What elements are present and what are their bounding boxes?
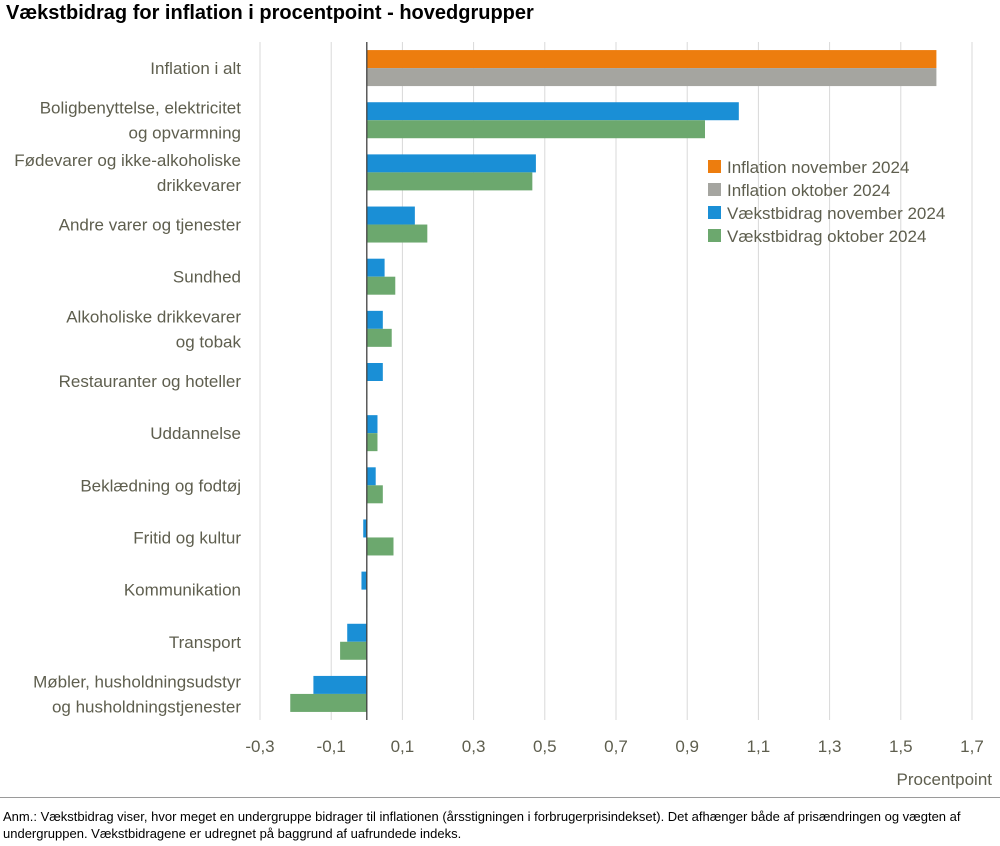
category-label: Transport bbox=[169, 633, 241, 652]
bar-v-kstbidrag-november-2024-11 bbox=[347, 623, 367, 642]
x-tick-label: 0,1 bbox=[391, 737, 415, 756]
category-label: Kommunikation bbox=[124, 581, 241, 600]
category-label: drikkevarer bbox=[157, 176, 241, 195]
bar-v-kstbidrag-november-2024-7 bbox=[366, 415, 378, 434]
x-tick-label: 1,7 bbox=[960, 737, 984, 756]
legend-label: Vækstbidrag oktober 2024 bbox=[727, 227, 926, 246]
x-tick-label: 0,7 bbox=[604, 737, 628, 756]
bar-v-kstbidrag-oktober-2024-9 bbox=[366, 537, 394, 556]
bar-v-kstbidrag-november-2024-9 bbox=[363, 519, 367, 538]
category-label: Beklædning og fodtøj bbox=[80, 476, 241, 495]
bar-v-kstbidrag-oktober-2024-8 bbox=[366, 485, 383, 504]
legend-label: Inflation oktober 2024 bbox=[727, 181, 891, 200]
footnote: Anm.: Vækstbidrag viser, hvor meget en u… bbox=[3, 809, 961, 841]
x-tick-label: 1,5 bbox=[889, 737, 913, 756]
category-label: og opvarmning bbox=[129, 124, 241, 143]
category-label: Alkoholiske drikkevarer bbox=[66, 307, 241, 326]
bar-v-kstbidrag-oktober-2024-11 bbox=[340, 641, 367, 660]
bar-v-kstbidrag-oktober-2024-3 bbox=[366, 224, 428, 243]
legend-label: Inflation november 2024 bbox=[727, 158, 909, 177]
legend-swatch bbox=[708, 183, 721, 196]
x-tick-label: 1,3 bbox=[818, 737, 842, 756]
bar-v-kstbidrag-oktober-2024-1 bbox=[366, 120, 705, 139]
bar-v-kstbidrag-november-2024-12 bbox=[313, 675, 367, 694]
category-label: Restauranter og hoteller bbox=[59, 372, 242, 391]
x-tick-label: -0,3 bbox=[245, 737, 274, 756]
gridlines bbox=[259, 42, 973, 720]
bars bbox=[290, 50, 937, 712]
category-label: Sundhed bbox=[173, 268, 241, 287]
legend-label: Vækstbidrag november 2024 bbox=[727, 204, 945, 223]
bar-v-kstbidrag-november-2024-10 bbox=[361, 571, 367, 590]
bar-v-kstbidrag-oktober-2024-2 bbox=[366, 172, 533, 191]
x-tick-labels: -0,3 -0,1 0,1 0,3 0,5 0,7 0,9 1,1 1,3 1,5 1,7 bbox=[245, 737, 983, 756]
category-label: og tobak bbox=[176, 332, 242, 351]
bar-v-kstbidrag-november-2024-4 bbox=[366, 258, 385, 277]
x-tick-label: 0,9 bbox=[675, 737, 699, 756]
category-label: Fritid og kultur bbox=[133, 528, 241, 547]
note-divider bbox=[0, 797, 1000, 798]
bar-chart: Inflation i alt Boligbenyttelse, elektric… bbox=[14, 42, 993, 789]
bar-v-kstbidrag-november-2024-6 bbox=[366, 363, 383, 381]
bar-inflation-november-2024-0 bbox=[366, 50, 937, 69]
category-label: og husholdningstjenester bbox=[52, 697, 241, 716]
x-tick-label: -0,1 bbox=[317, 737, 346, 756]
bar-v-kstbidrag-november-2024-3 bbox=[366, 206, 415, 225]
legend-swatch bbox=[708, 206, 721, 219]
bar-v-kstbidrag-november-2024-1 bbox=[366, 102, 739, 121]
bar-v-kstbidrag-november-2024-5 bbox=[366, 310, 383, 329]
category-label: Møbler, husholdningsudstyr bbox=[33, 672, 241, 691]
legend: Inflation november 2024 Inflation oktober… bbox=[708, 158, 945, 246]
category-label: Uddannelse bbox=[150, 424, 241, 443]
bar-v-kstbidrag-oktober-2024-7 bbox=[366, 433, 378, 452]
bar-v-kstbidrag-oktober-2024-4 bbox=[366, 276, 396, 295]
x-tick-label: 0,5 bbox=[533, 737, 557, 756]
chart-title: Vækstbidrag for inflation i procentpoint… bbox=[6, 2, 534, 24]
legend-swatch bbox=[708, 229, 721, 242]
bar-inflation-oktober-2024-0 bbox=[366, 68, 937, 87]
x-tick-label: 1,1 bbox=[747, 737, 771, 756]
category-labels: Inflation i alt Boligbenyttelse, elektric… bbox=[14, 59, 241, 716]
bar-v-kstbidrag-oktober-2024-5 bbox=[366, 328, 392, 347]
bar-v-kstbidrag-oktober-2024-12 bbox=[290, 693, 367, 712]
category-label: Andre varer og tjenester bbox=[59, 216, 242, 235]
category-label: Inflation i alt bbox=[150, 59, 241, 78]
category-label: Fødevarer og ikke-alkoholiske bbox=[14, 151, 241, 170]
x-tick-label: 0,3 bbox=[462, 737, 486, 756]
legend-swatch bbox=[708, 160, 721, 173]
x-axis-title: Procentpoint bbox=[897, 770, 993, 789]
category-label: Boligbenyttelse, elektricitet bbox=[40, 99, 242, 118]
bar-v-kstbidrag-november-2024-8 bbox=[366, 467, 376, 486]
bar-v-kstbidrag-november-2024-2 bbox=[366, 154, 536, 173]
